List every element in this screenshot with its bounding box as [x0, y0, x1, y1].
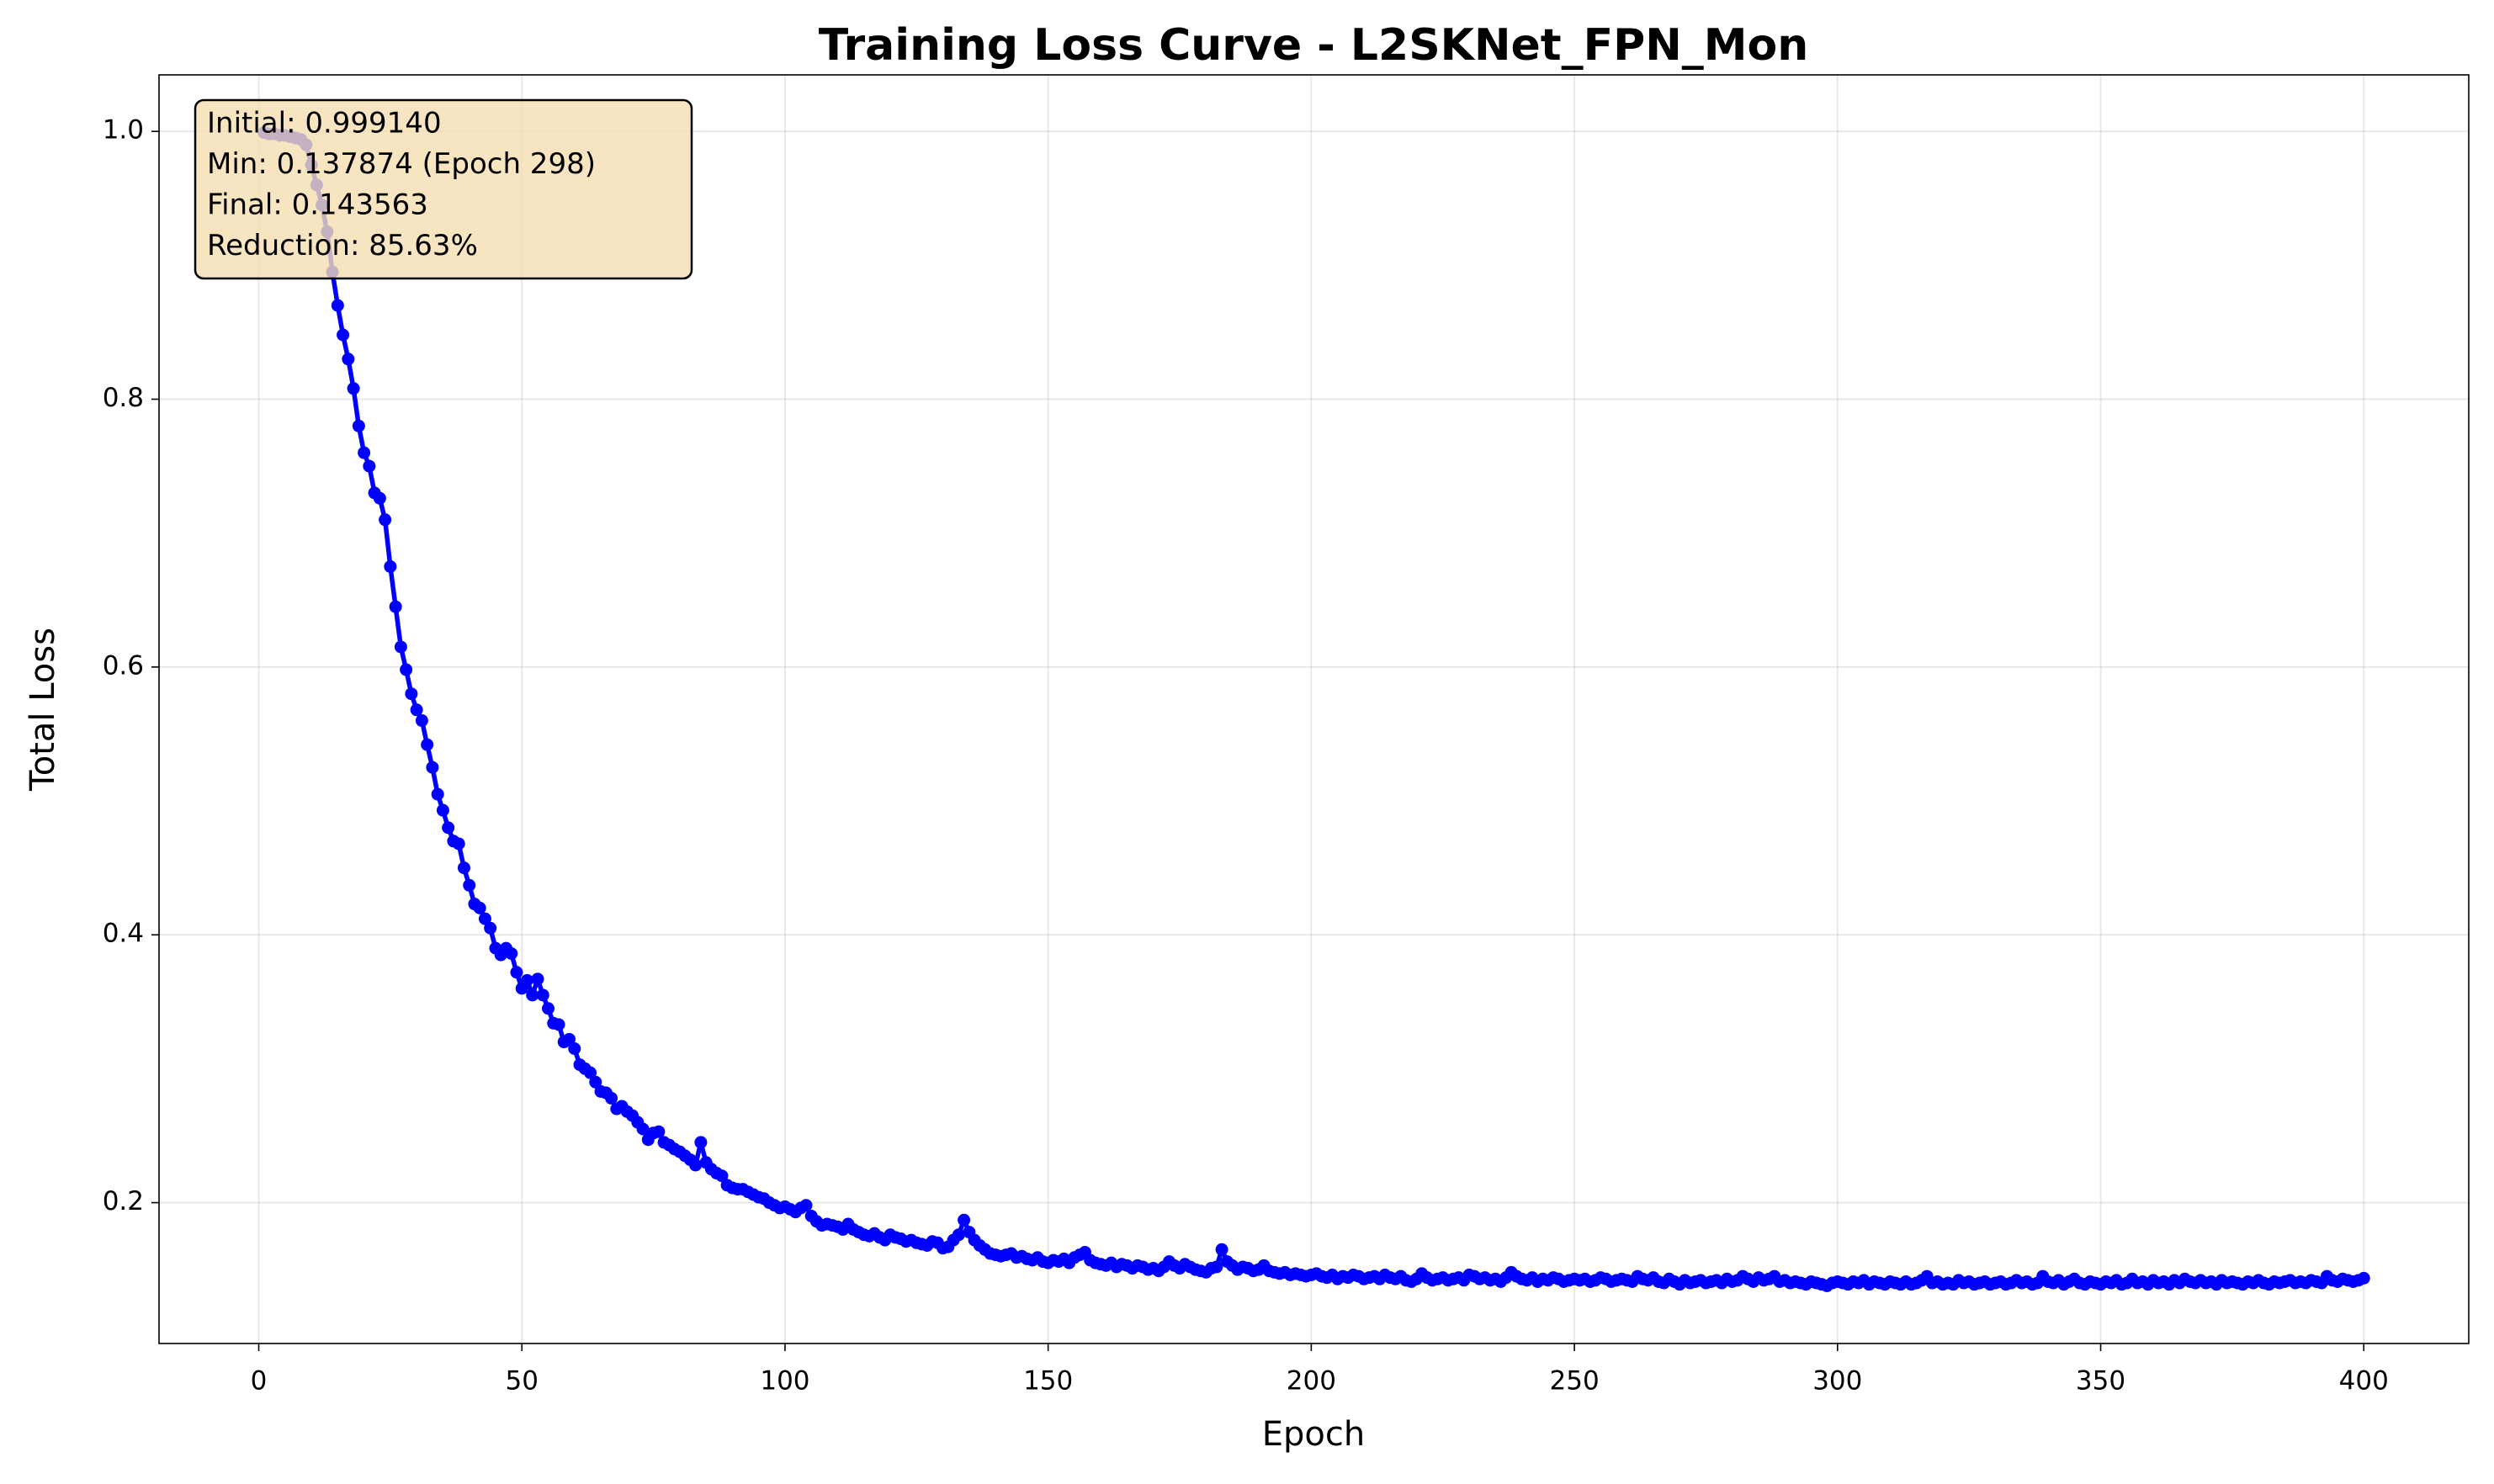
data-point	[526, 988, 539, 1002]
data-point	[2357, 1271, 2370, 1285]
y-tick-label: 0.8	[103, 383, 144, 413]
data-point	[431, 787, 444, 801]
data-point	[436, 803, 449, 817]
data-point	[563, 1032, 576, 1046]
data-point	[363, 459, 376, 473]
data-point	[463, 878, 476, 892]
data-point	[484, 921, 497, 935]
data-point	[358, 446, 371, 459]
data-point	[394, 640, 407, 654]
data-point	[426, 761, 439, 774]
data-point	[478, 912, 491, 925]
chart-title: Training Loss Curve - L2SKNet_FPN_Mon	[819, 20, 1809, 71]
annotation-line: Initial: 0.999140	[207, 107, 442, 140]
data-point	[584, 1066, 597, 1079]
data-point	[636, 1122, 650, 1136]
x-tick-label: 100	[760, 1366, 809, 1397]
data-point	[652, 1125, 666, 1138]
data-point	[400, 663, 413, 676]
x-tick-label: 150	[1023, 1366, 1073, 1397]
data-point	[1215, 1243, 1228, 1256]
data-point	[331, 299, 344, 312]
x-tick-label: 350	[2076, 1366, 2125, 1397]
data-point	[352, 419, 365, 432]
x-tick-label: 50	[506, 1366, 539, 1397]
data-point	[715, 1169, 729, 1183]
y-tick-label: 0.4	[103, 919, 144, 949]
y-tick-label: 1.0	[103, 115, 144, 146]
annotation-line: Reduction: 85.63%	[207, 229, 478, 262]
data-point	[952, 1228, 965, 1242]
y-axis-label: Total Loss	[24, 628, 62, 792]
data-point	[384, 559, 397, 573]
data-point	[536, 988, 549, 1002]
data-point	[347, 382, 360, 395]
data-point	[694, 1136, 708, 1149]
data-point	[452, 837, 465, 851]
data-point	[552, 1018, 565, 1031]
annotation-line: Min: 0.137874 (Epoch 298)	[207, 147, 596, 181]
data-point	[510, 966, 523, 979]
plot-frame	[158, 74, 2470, 1344]
data-point	[421, 738, 434, 751]
data-point	[337, 328, 350, 342]
data-point	[1210, 1260, 1223, 1274]
data-point	[410, 703, 423, 717]
data-point	[531, 973, 544, 986]
x-tick-label: 200	[1287, 1366, 1336, 1397]
annotation-background	[194, 98, 693, 280]
y-tick-label: 0.6	[103, 650, 144, 681]
data-point	[415, 714, 428, 728]
x-tick-label: 0	[251, 1366, 268, 1397]
data-point	[799, 1199, 813, 1212]
data-point	[520, 973, 533, 987]
data-point	[568, 1042, 581, 1056]
data-point	[379, 513, 392, 527]
data-point	[373, 491, 386, 505]
x-tick-label: 400	[2339, 1366, 2389, 1397]
annotation-line: Final: 0.143563	[207, 188, 428, 222]
data-point	[442, 821, 455, 835]
data-point	[542, 1002, 555, 1015]
x-axis-label: Epoch	[1262, 1415, 1365, 1454]
data-point	[605, 1091, 618, 1105]
data-point	[405, 687, 418, 701]
data-point	[389, 600, 402, 613]
data-point	[473, 901, 486, 914]
y-tick-label: 0.2	[103, 1186, 144, 1216]
data-point	[689, 1158, 703, 1172]
data-point	[505, 946, 518, 960]
data-point	[457, 861, 470, 875]
data-point	[342, 352, 355, 366]
data-point	[589, 1075, 602, 1089]
annotation-box: Initial: 0.999140 Min: 0.137874 (Epoch 29…	[194, 98, 693, 280]
x-tick-label: 300	[1812, 1366, 1862, 1397]
data-point	[958, 1213, 971, 1227]
x-tick-label: 250	[1550, 1366, 1600, 1397]
